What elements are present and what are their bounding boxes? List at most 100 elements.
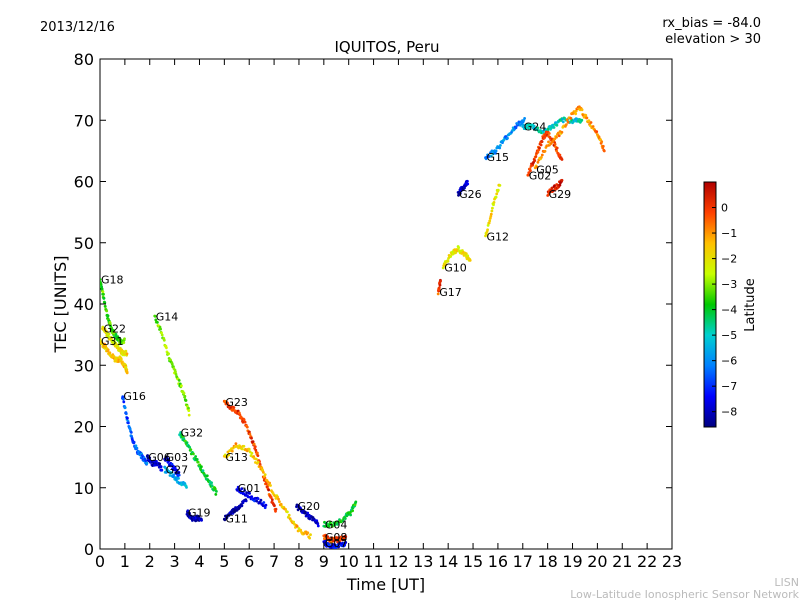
- prn-label-g20: G20: [297, 500, 320, 513]
- tec-point: [489, 154, 493, 158]
- tec-point: [601, 144, 605, 148]
- series-g23: [222, 399, 278, 513]
- tec-point: [464, 252, 468, 256]
- tec-point: [499, 144, 502, 147]
- series-g29: [546, 178, 564, 197]
- tec-point: [284, 507, 287, 511]
- tec-point: [250, 495, 254, 499]
- series-g31: [100, 337, 129, 375]
- tec-point: [252, 442, 256, 446]
- tec-point: [128, 427, 132, 431]
- tec-point: [198, 463, 202, 467]
- tec-point: [102, 296, 106, 300]
- prn-label-g24: G24: [524, 120, 547, 133]
- tec-point: [543, 149, 547, 153]
- tec-point: [540, 156, 543, 159]
- tec-point: [534, 155, 538, 159]
- tec-point: [270, 498, 274, 502]
- tec-point: [256, 460, 260, 464]
- series-g14: [153, 314, 191, 417]
- x-tick-label: 3: [170, 552, 180, 571]
- tec-point: [225, 455, 229, 459]
- tec-point: [200, 518, 204, 522]
- tec-point: [124, 412, 128, 416]
- tec-point: [599, 138, 602, 142]
- tec-point: [262, 471, 265, 474]
- tec-point: [441, 266, 445, 270]
- tec-point: [119, 357, 123, 361]
- tec-point: [522, 123, 525, 127]
- series-g27: [163, 465, 188, 489]
- tec-point: [343, 543, 346, 547]
- tec-point: [253, 499, 256, 503]
- prn-label-g12: G12: [486, 231, 509, 244]
- tec-point: [185, 486, 188, 489]
- y-tick-label: 50: [74, 234, 94, 253]
- tec-point: [444, 263, 448, 266]
- tec-point: [185, 441, 189, 444]
- tec-point: [286, 510, 289, 514]
- x-tick-label: 7: [269, 552, 279, 571]
- tec-point: [316, 524, 320, 528]
- watermark-long: Low-Latitude Ionospheric Sensor Network: [570, 588, 799, 600]
- tec-point: [267, 488, 270, 492]
- x-axis-ticks: 0 1 2 3 4 5 6 7 8 9 10 11 12 13 14 15 16 17 18 19 20 21 22 23: [95, 59, 682, 571]
- tec-point: [258, 464, 262, 468]
- tec-point: [269, 495, 273, 499]
- tec-point: [540, 153, 544, 157]
- tec-point: [250, 436, 253, 440]
- tec-point: [124, 349, 128, 353]
- tec-point: [324, 539, 327, 543]
- tec-point: [236, 485, 240, 489]
- tec-point: [489, 212, 493, 216]
- tec-point: [316, 522, 320, 526]
- prn-label-g26: G26: [459, 188, 482, 201]
- tec-point: [523, 117, 526, 120]
- tec-point: [126, 421, 130, 425]
- tec-point: [268, 481, 271, 485]
- prn-label-g17: G17: [439, 286, 462, 299]
- tec-point: [189, 448, 193, 451]
- tec-point: [552, 126, 556, 129]
- prn-label-g06: G06: [148, 451, 171, 464]
- tec-point: [105, 330, 108, 333]
- y-axis-label: TEC [UNITS]: [51, 256, 70, 354]
- prn-label-g05: G05: [536, 163, 559, 176]
- tec-point: [246, 495, 250, 499]
- tec-point: [132, 440, 136, 444]
- tec-point: [278, 500, 281, 504]
- tec-point: [323, 525, 327, 528]
- tec-point: [167, 352, 171, 356]
- tec-point: [238, 413, 242, 416]
- tec-point: [580, 108, 584, 112]
- x-tick-label: 15: [463, 552, 483, 571]
- y-tick-label: 70: [74, 111, 94, 130]
- tec-point: [124, 365, 128, 369]
- tec-point: [156, 321, 159, 324]
- tec-point: [287, 513, 291, 517]
- tec-point: [174, 370, 177, 374]
- tec-point: [589, 121, 593, 124]
- tec-point: [254, 448, 258, 452]
- tec-point: [145, 461, 149, 465]
- tec-point: [529, 169, 532, 173]
- tec-point: [180, 433, 184, 437]
- tec-point: [560, 178, 564, 182]
- colorbar-tick-label: −4: [721, 304, 737, 317]
- tec-point: [187, 409, 191, 412]
- prn-label-g04: G04: [325, 519, 348, 532]
- tec-point: [334, 546, 337, 549]
- tec-point: [344, 535, 348, 539]
- tec-point: [527, 171, 531, 175]
- tec-point: [122, 341, 126, 344]
- tec-point: [588, 124, 592, 127]
- prn-label-g31: G31: [101, 335, 124, 348]
- tec-point: [494, 151, 497, 155]
- tec-point: [182, 391, 186, 395]
- tec-point: [304, 510, 307, 514]
- x-tick-label: 5: [219, 552, 229, 571]
- y-tick-label: 60: [74, 173, 94, 192]
- tec-point: [260, 466, 264, 469]
- x-tick-label: 20: [587, 552, 607, 571]
- tec-point: [263, 506, 267, 510]
